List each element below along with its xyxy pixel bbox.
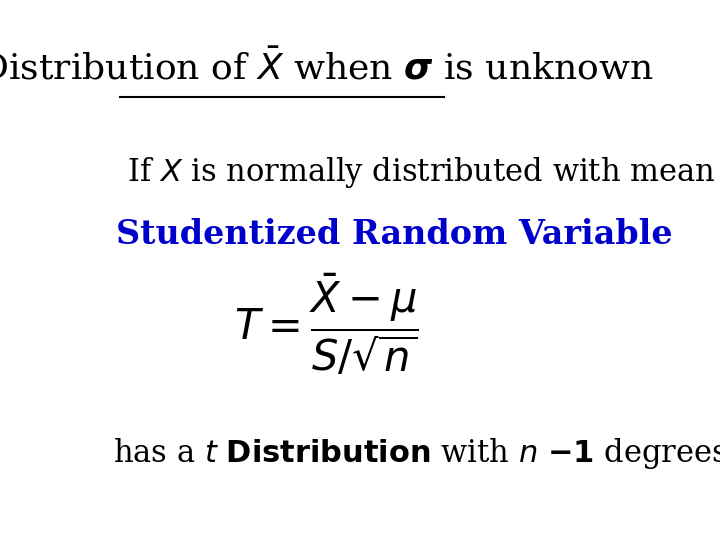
Text: has a $t$ $\mathbf{Distribution}$ with $n$ $\mathbf{- 1}$ degrees of freedom.: has a $t$ $\mathbf{Distribution}$ with $…	[112, 436, 720, 471]
Text: $T = \dfrac{\bar{X} - \mu}{S/\sqrt{n}}$: $T = \dfrac{\bar{X} - \mu}{S/\sqrt{n}}$	[234, 271, 418, 377]
Text: Studentized Random Variable: Studentized Random Variable	[116, 218, 672, 252]
Text: If $X$ is normally distributed with mean $\mu$ then the: If $X$ is normally distributed with mean…	[127, 156, 720, 190]
Text: The Distribution of $\bar{X}$ when $\boldsymbol{\sigma}$ is unknown: The Distribution of $\bar{X}$ when $\bol…	[0, 49, 654, 86]
